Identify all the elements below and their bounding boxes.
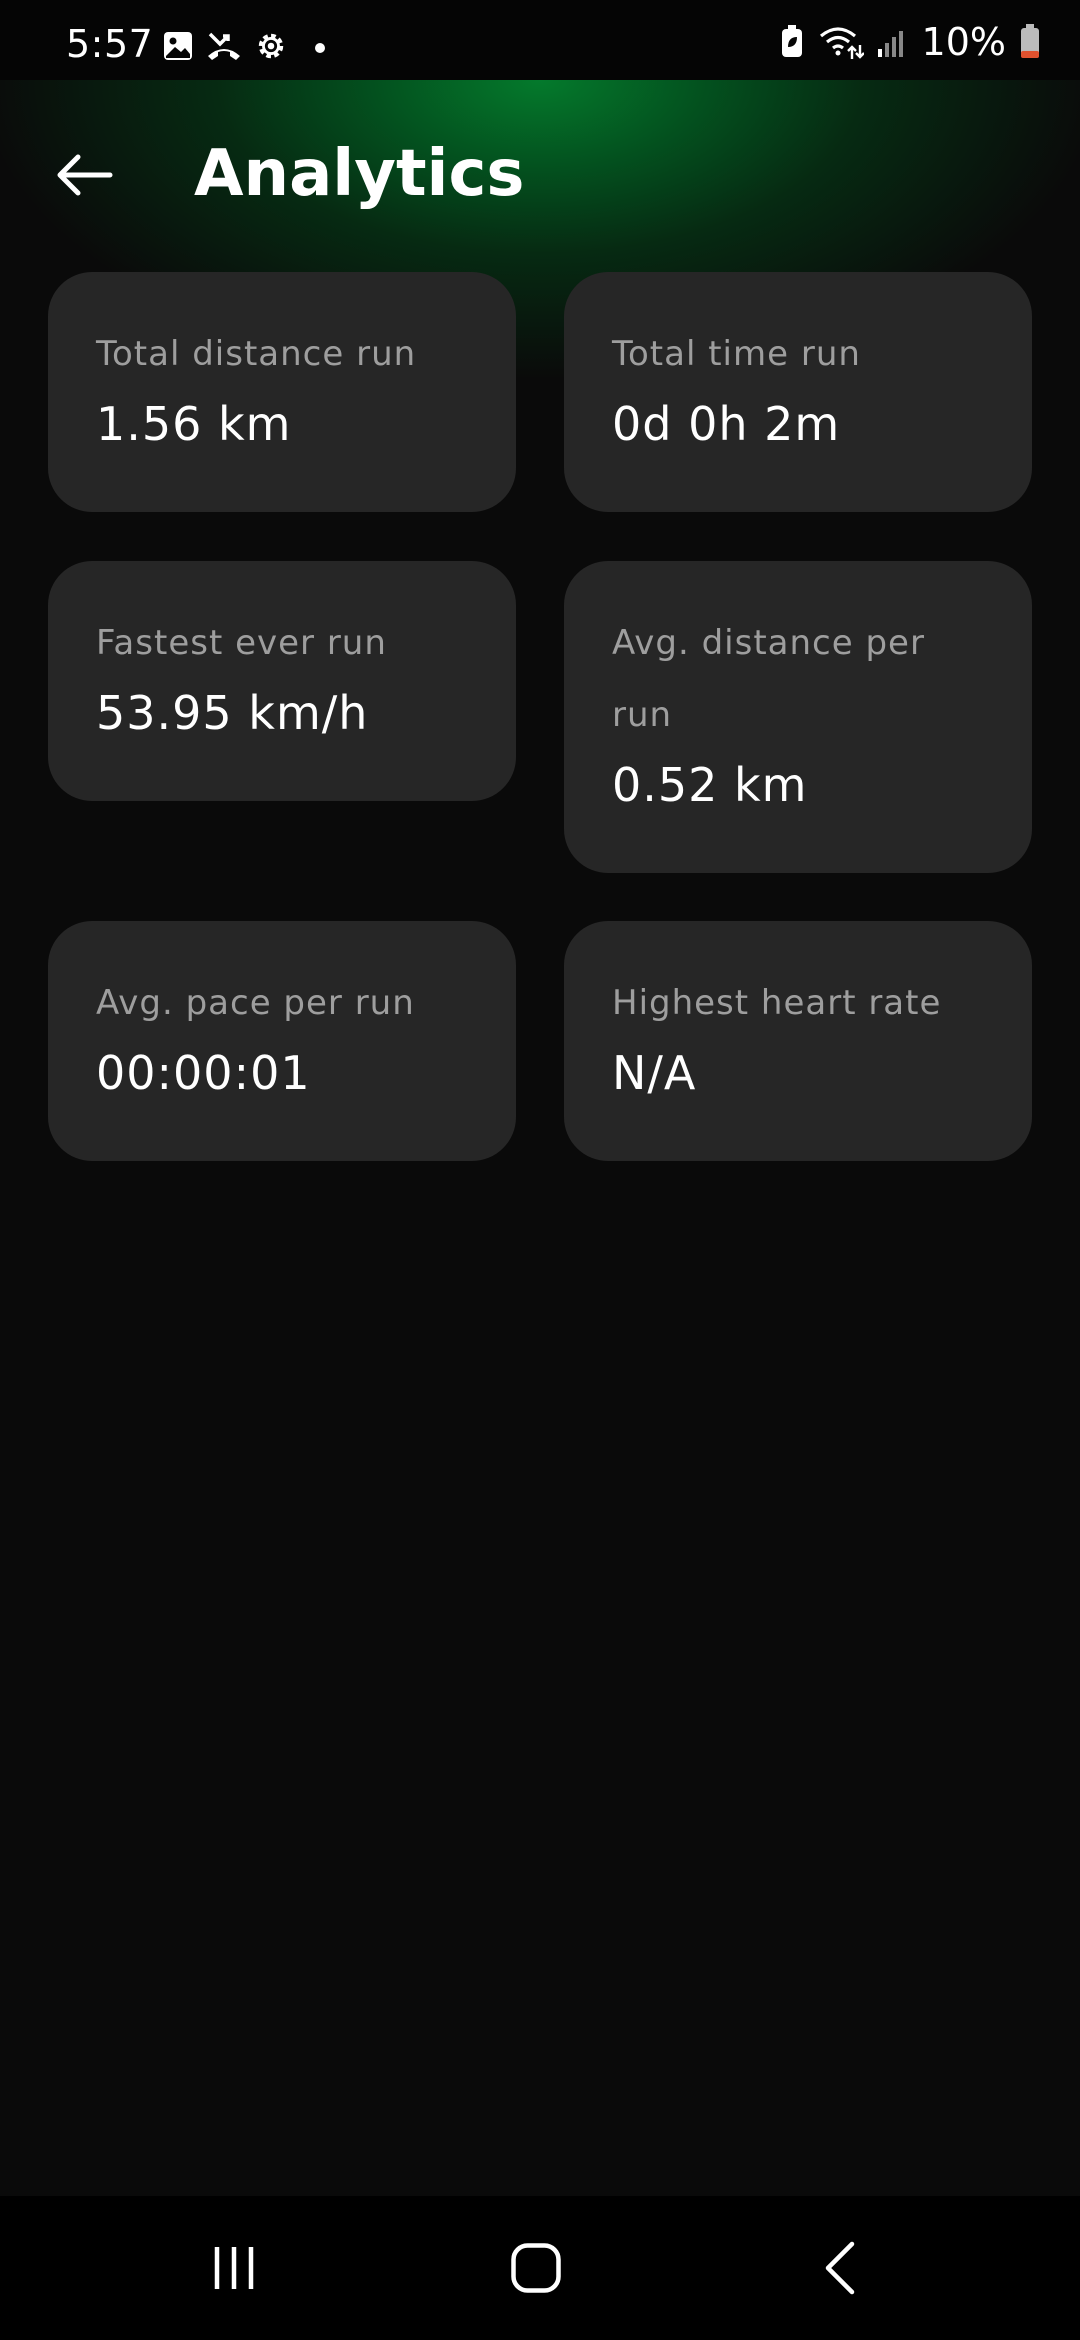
stat-label: Fastest ever run bbox=[96, 623, 387, 663]
battery-saver-icon bbox=[781, 25, 802, 57]
stat-card-avg-distance: Avg. distance per run 0.52 km bbox=[564, 561, 1032, 873]
status-time: 5:57 bbox=[66, 22, 154, 66]
status-bar: 5:57 bbox=[0, 0, 1080, 80]
stat-value: 53.95 km/h bbox=[96, 686, 369, 740]
stat-value: 0.52 km bbox=[612, 758, 808, 812]
stat-label: Highest heart rate bbox=[612, 983, 942, 1023]
status-right: 10% bbox=[780, 20, 1040, 64]
missed-call-icon bbox=[208, 32, 240, 60]
stat-value: 0d 0h 2m bbox=[612, 397, 841, 451]
nav-back-icon bbox=[825, 2241, 855, 2295]
settings-gear-icon bbox=[258, 33, 284, 59]
battery-percent: 10% bbox=[921, 20, 1006, 64]
stat-card-total-time: Total time run 0d 0h 2m bbox=[564, 272, 1032, 512]
home-icon bbox=[511, 2243, 561, 2293]
arrow-left-icon bbox=[57, 154, 113, 196]
battery-icon bbox=[1021, 24, 1039, 58]
stat-card-fastest-run: Fastest ever run 53.95 km/h bbox=[48, 561, 516, 801]
stat-value: 00:00:01 bbox=[96, 1046, 311, 1100]
stat-label: Avg. distance per run bbox=[612, 623, 925, 735]
home-button[interactable] bbox=[456, 2196, 616, 2340]
signal-icon bbox=[877, 31, 903, 57]
notification-dot-icon bbox=[315, 43, 325, 53]
page-title: Analytics bbox=[194, 137, 525, 211]
stat-value: 1.56 km bbox=[96, 397, 292, 451]
stat-card-total-distance: Total distance run 1.56 km bbox=[48, 272, 516, 512]
stat-label: Avg. pace per run bbox=[96, 983, 415, 1023]
recents-button[interactable] bbox=[154, 2196, 314, 2340]
stat-card-highest-heart-rate: Highest heart rate N/A bbox=[564, 921, 1032, 1161]
wifi-icon bbox=[819, 27, 864, 59]
stat-label: Total distance run bbox=[96, 334, 417, 374]
stat-label: Total time run bbox=[612, 334, 861, 374]
stat-card-avg-pace: Avg. pace per run 00:00:01 bbox=[48, 921, 516, 1161]
stat-value: N/A bbox=[612, 1046, 697, 1100]
back-button[interactable] bbox=[44, 140, 124, 210]
gallery-icon bbox=[164, 32, 192, 60]
system-nav-bar bbox=[0, 2196, 1080, 2340]
nav-back-button[interactable] bbox=[760, 2196, 920, 2340]
recents-icon bbox=[214, 2247, 254, 2289]
